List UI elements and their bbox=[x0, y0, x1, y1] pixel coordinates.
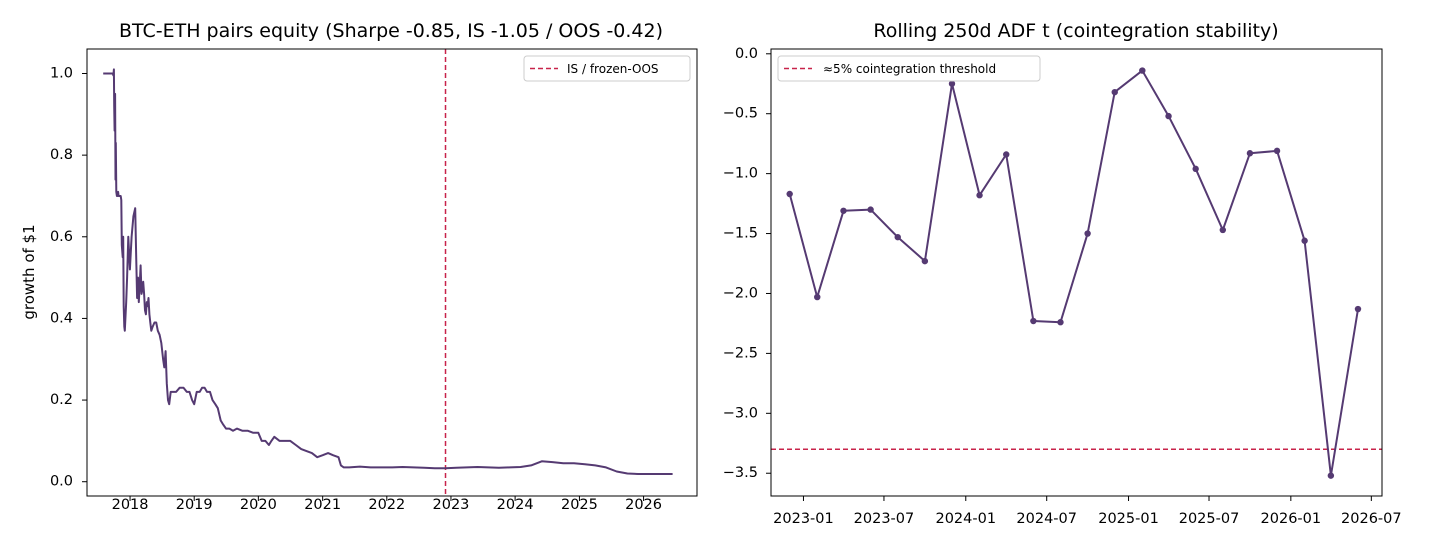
left-plot-area bbox=[103, 49, 673, 496]
left-chart-title: BTC-ETH pairs equity (Sharpe -0.85, IS -… bbox=[119, 20, 663, 42]
left-x-tick-label: 2026 bbox=[625, 497, 662, 513]
right-x-ticks: 2023-01 2023-07 2024-01 2024-07 2025-01 … bbox=[773, 511, 1401, 527]
adf-t-point bbox=[1057, 319, 1064, 326]
right-chart: Rolling 250d ADF t (cointegration stabil… bbox=[723, 20, 1402, 527]
left-legend: IS / frozen-OOS bbox=[523, 55, 691, 82]
left-axes-frame bbox=[86, 48, 698, 497]
adf-t-point bbox=[1301, 237, 1308, 244]
right-x-tick-label: 2024-01 bbox=[935, 511, 996, 527]
left-y-ticks: 0.0 0.2 0.4 0.6 0.8 1.0 bbox=[50, 65, 73, 489]
right-x-tick-label: 2025-01 bbox=[1098, 511, 1159, 527]
adf-t-point bbox=[976, 192, 983, 199]
adf-t-series-line bbox=[788, 69, 1359, 477]
left-chart: BTC-ETH pairs equity (Sharpe -0.85, IS -… bbox=[20, 20, 698, 513]
left-x-tick-label: 2024 bbox=[497, 497, 534, 513]
adf-t-point bbox=[1192, 165, 1199, 173]
left-x-ticks: 2018 2019 2020 2021 2022 2023 2024 2025 … bbox=[112, 497, 662, 513]
right-x-tick-label: 2025-07 bbox=[1179, 511, 1240, 527]
right-chart-title: Rolling 250d ADF t (cointegration stabil… bbox=[873, 20, 1278, 42]
left-legend-label: IS / frozen-OOS bbox=[567, 62, 659, 76]
left-y-tick-label: 0.2 bbox=[50, 392, 73, 408]
left-x-tick-label: 2025 bbox=[561, 497, 598, 513]
left-x-tick-label: 2020 bbox=[240, 497, 277, 513]
right-y-ticks: 0.0 −0.5 −1.0 −1.5 −2.0 −2.5 −3.0 −3.5 bbox=[723, 46, 758, 481]
right-y-tick-label: −1.5 bbox=[723, 226, 758, 242]
right-x-tick-label: 2026-01 bbox=[1261, 511, 1322, 527]
adf-t-point bbox=[1030, 317, 1037, 325]
right-x-tick-label: 2024-07 bbox=[1016, 511, 1077, 527]
adf-t-point bbox=[1084, 230, 1091, 237]
adf-t-point bbox=[867, 206, 874, 213]
right-y-tick-label: −1.0 bbox=[723, 166, 758, 182]
right-axes-frame bbox=[770, 48, 1383, 497]
left-y-tick-label: 0.6 bbox=[50, 229, 73, 245]
adf-t-point bbox=[894, 233, 901, 241]
left-x-tick-label: 2022 bbox=[368, 497, 405, 513]
right-y-tick-label: −2.0 bbox=[723, 285, 758, 301]
equity-series-line bbox=[103, 68, 673, 475]
left-x-tick-label: 2019 bbox=[176, 497, 213, 513]
left-x-tick-label: 2018 bbox=[112, 497, 149, 513]
adf-t-point bbox=[1219, 226, 1227, 234]
right-legend: ≈5% cointegration threshold bbox=[777, 55, 1041, 82]
adf-t-point bbox=[814, 293, 821, 301]
left-chart-ylabel: growth of $1 bbox=[20, 224, 38, 319]
adf-t-point bbox=[1327, 472, 1335, 479]
right-legend-box bbox=[777, 55, 1041, 82]
adf-t-point bbox=[921, 257, 929, 265]
adf-t-point bbox=[1111, 88, 1118, 96]
adf-t-point bbox=[1273, 147, 1281, 155]
right-legend-label: ≈5% cointegration threshold bbox=[823, 62, 996, 76]
right-x-tick-label: 2023-07 bbox=[854, 511, 915, 527]
right-x-tick-label: 2026-07 bbox=[1341, 511, 1402, 527]
right-y-tick-label: −3.5 bbox=[723, 465, 758, 481]
right-y-tick-label: −0.5 bbox=[723, 106, 758, 122]
adf-t-point bbox=[948, 80, 956, 87]
left-y-tick-label: 0.8 bbox=[50, 147, 73, 163]
right-y-tick-label: −2.5 bbox=[723, 345, 758, 361]
adf-t-point bbox=[1354, 305, 1362, 313]
right-y-tick-label: −3.0 bbox=[723, 405, 758, 421]
left-x-tick-label: 2021 bbox=[304, 497, 341, 513]
adf-t-point bbox=[1165, 112, 1172, 120]
left-x-tick-label: 2023 bbox=[433, 497, 470, 513]
right-x-tick-label: 2023-01 bbox=[773, 511, 834, 527]
adf-t-point bbox=[1246, 150, 1254, 157]
adf-t-point bbox=[840, 207, 847, 214]
left-y-tick-label: 0.4 bbox=[50, 310, 73, 326]
right-plot-area bbox=[771, 67, 1382, 479]
adf-t-point bbox=[1139, 67, 1146, 74]
left-legend-box bbox=[523, 55, 691, 82]
right-y-tick-label: 0.0 bbox=[735, 46, 758, 62]
left-y-tick-label: 0.0 bbox=[50, 474, 73, 490]
left-y-tick-label: 1.0 bbox=[50, 65, 73, 81]
adf-t-point bbox=[1003, 151, 1010, 158]
adf-t-point bbox=[786, 190, 793, 198]
